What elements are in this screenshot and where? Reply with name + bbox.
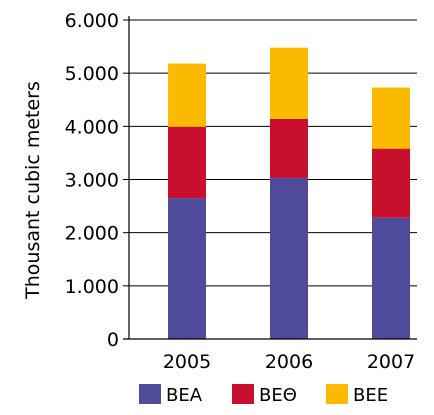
y-tick-label: 6.000 — [65, 10, 119, 32]
bar-segment — [270, 177, 308, 339]
y-tick-labels: 0 1.000 2.000 3.000 4.000 5.000 6.000 — [65, 10, 119, 351]
y-tick-label: 4.000 — [65, 116, 119, 138]
y-tick-label: 0 — [107, 329, 119, 351]
x-tick-label: 2007 — [367, 351, 415, 373]
bar-segment — [168, 198, 206, 339]
bar-segment — [168, 63, 206, 127]
y-tick-label: 5.000 — [65, 63, 119, 85]
legend-label: ΒΕΕ — [353, 385, 388, 406]
legend: ΒΕΑ ΒΕΘ ΒΕΕ — [139, 384, 388, 406]
x-tick-labels: 2005 2006 2007 — [163, 351, 415, 373]
y-tick-label: 3.000 — [65, 170, 119, 192]
bar-segment — [372, 217, 410, 339]
bar-segment — [168, 126, 206, 199]
y-tick-label: 2.000 — [65, 223, 119, 245]
bar-segment — [270, 118, 308, 178]
axes — [123, 16, 417, 340]
legend-swatch — [326, 384, 348, 404]
legend-label: ΒΕΘ — [259, 385, 297, 406]
legend-label: ΒΕΑ — [166, 385, 203, 406]
bar-segment — [372, 148, 410, 218]
x-tick-label: 2006 — [265, 351, 313, 373]
y-axis-title: Thousant cubic meters — [22, 81, 44, 300]
bar-segment — [372, 87, 410, 149]
legend-swatch — [139, 384, 161, 404]
bar-segment — [270, 47, 308, 119]
legend-swatch — [232, 384, 254, 404]
x-tick-label: 2005 — [163, 351, 211, 373]
y-tick-label: 1.000 — [65, 276, 119, 298]
bars — [168, 47, 410, 339]
